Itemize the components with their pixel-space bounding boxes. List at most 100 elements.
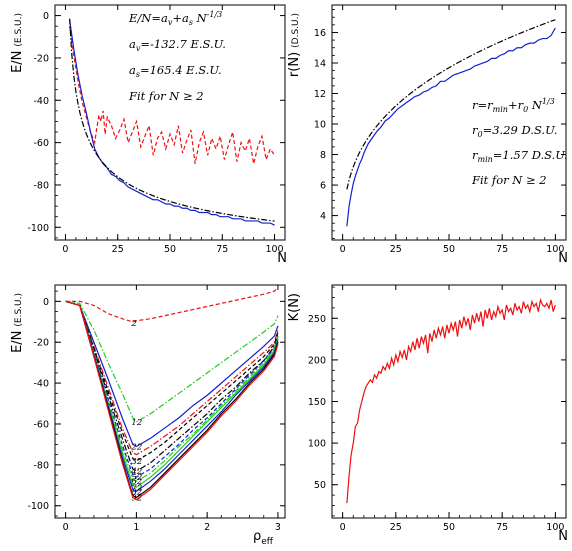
- y-tick-label: -20: [33, 338, 49, 349]
- x-tick-label: 0: [340, 522, 346, 533]
- x-tick-label: 50: [443, 522, 455, 533]
- annotation-part: r: [472, 123, 479, 137]
- y-axis-label: K(N): [287, 293, 302, 321]
- series-line: [69, 18, 275, 222]
- annotation-part: +r: [508, 98, 525, 112]
- plot-frame-bottom-left: [54, 284, 286, 519]
- annotation-part: 0: [523, 105, 528, 114]
- annotation: rmin=1.57 D.S.U.: [472, 148, 568, 164]
- curve-label: 52: [131, 473, 142, 483]
- x-axis-label: N: [558, 251, 568, 266]
- annotation-part: =165.4 E.S.U.: [140, 63, 222, 77]
- y-tick-label: -20: [33, 53, 49, 64]
- annotation-part: Fit for N ≥ 2: [471, 173, 547, 187]
- y-axis-unit: (D.S.U.): [291, 13, 301, 48]
- y-tick-label: 200: [308, 355, 326, 366]
- annotation: av=-132.7 E.S.U.: [129, 37, 226, 53]
- series-line: [65, 300, 279, 462]
- curve-label: 62: [131, 477, 142, 487]
- annotation: r0=3.29 D.S.U.: [472, 123, 557, 139]
- series-line: [65, 300, 279, 493]
- series-line: [65, 300, 279, 448]
- y-tick-label: 0: [43, 11, 49, 22]
- x-tick-label: 0: [63, 522, 69, 533]
- x-tick-label: 100: [265, 244, 283, 255]
- annotation-part: Fit for N ≥ 2: [128, 89, 204, 103]
- x-tick-label: 0: [340, 244, 346, 255]
- x-tick-label: 100: [546, 522, 564, 533]
- series-line: [346, 27, 556, 227]
- y-tick-label: 8: [320, 150, 326, 161]
- series-line: [346, 297, 556, 504]
- x-tick-label: 0: [62, 244, 68, 255]
- annotation-part: v: [136, 44, 141, 53]
- y-tick-label: 4: [320, 211, 326, 222]
- curve-label: 22: [130, 442, 142, 452]
- annotation-part: a: [129, 63, 136, 77]
- annotation-part: min: [478, 155, 493, 164]
- y-tick-label: 0: [43, 297, 49, 308]
- x-tick-label: 100: [546, 244, 564, 255]
- y-tick-label: -40: [33, 379, 49, 390]
- y-tick-label: 16: [314, 28, 326, 39]
- x-axis-label: N: [277, 251, 287, 266]
- x-axis-label: ρeff: [253, 529, 274, 547]
- annotation-part: -1/3: [207, 10, 223, 19]
- x-tick-label: 25: [390, 522, 402, 533]
- annotation-part: =1.57 D.S.U.: [493, 148, 568, 162]
- panel-compressibility: 0 25 50 75 100 50 100 150 200 250 N K(N): [287, 285, 568, 544]
- y-tick-label: 50: [314, 480, 326, 491]
- y-tick-label: 12: [314, 89, 326, 100]
- annotation: Fit for N ≥ 2: [128, 89, 204, 103]
- annotation: Fit for N ≥ 2: [471, 173, 547, 187]
- series-line: [65, 300, 279, 501]
- annotation-part: s: [136, 70, 140, 79]
- curve-label: 12: [131, 418, 142, 428]
- annotation: E/N=av+as N-1/3: [128, 10, 222, 27]
- y-tick-label: -60: [33, 138, 49, 149]
- plot-frame-bottom-right: [331, 284, 567, 519]
- x-tick-label: 3: [275, 522, 281, 533]
- series-line: [65, 300, 279, 482]
- y-axis-label: r(N)(D.S.U.): [287, 13, 302, 77]
- annotation-part: r=r: [472, 98, 494, 112]
- y-tick-label: 250: [308, 314, 326, 325]
- x-tick-label: 25: [390, 244, 402, 255]
- x-axis-label: N: [558, 529, 568, 544]
- y-tick-label: 150: [308, 397, 326, 408]
- y-axis-label: E/N(E.S.U.): [10, 293, 25, 353]
- series-line: [65, 300, 279, 456]
- y-tick-label: -100: [27, 501, 49, 512]
- series-line: [65, 287, 279, 323]
- panel-radius: 0 25 50 75 10046810121416Nr(N)(D.S.U.)r=rmin…: [287, 5, 568, 266]
- y-axis-unit: (E.S.U.): [14, 13, 24, 47]
- annotation-part: min: [493, 105, 508, 114]
- y-tick-label: -60: [33, 419, 49, 430]
- annotation-part: s: [189, 18, 193, 27]
- x-tick-label: 50: [164, 244, 176, 255]
- curve-label: 2: [130, 319, 136, 329]
- series-line: [346, 19, 556, 190]
- y-tick-label: -40: [33, 96, 49, 107]
- series-line: [65, 300, 279, 489]
- annotation-part: 0: [478, 130, 483, 139]
- annotation-part: 1/3: [542, 97, 555, 106]
- x-tick-label: 75: [496, 244, 508, 255]
- curve-label: 72: [131, 483, 142, 493]
- y-tick-label: -100: [27, 223, 49, 234]
- annotation-part: r: [472, 148, 479, 162]
- annotation: r=rmin+r0 N1/3: [472, 97, 555, 114]
- y-tick-label: 10: [314, 120, 326, 131]
- x-tick-label: 2: [204, 522, 210, 533]
- annotation-part: N: [528, 98, 543, 112]
- x-tick-label: 25: [112, 244, 124, 255]
- annotation-part: a: [129, 37, 136, 51]
- curve-label: 32: [131, 457, 142, 467]
- curve-label: 42: [130, 467, 142, 477]
- annotation-part: =-132.7 E.S.U.: [140, 37, 226, 51]
- y-tick-label: 100: [308, 439, 326, 450]
- panel-energy-per-particle: 0 25 50 75 100 0 -20 -40 -60 -80 -100 N E/N(E.S.U.) E…: [10, 4, 287, 266]
- annotation: as=165.4 E.S.U.: [129, 63, 222, 79]
- annotation-part: +a: [172, 11, 189, 25]
- y-tick-label: 14: [314, 58, 326, 69]
